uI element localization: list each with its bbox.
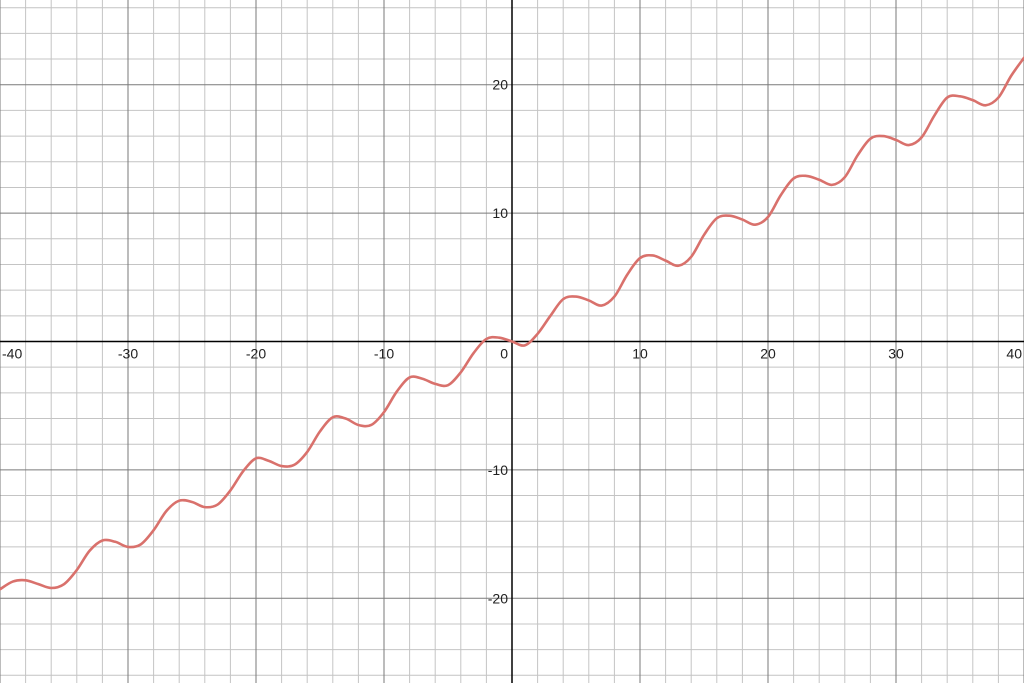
y-tick-label: -20 xyxy=(488,590,508,606)
series-line xyxy=(0,56,1024,591)
origin-label: 0 xyxy=(500,346,508,362)
y-tick-label: 20 xyxy=(492,77,508,93)
y-tick-label: -10 xyxy=(488,462,508,478)
x-tick-label: -40 xyxy=(2,346,22,362)
x-tick-label: 40 xyxy=(1006,346,1022,362)
plot-curves xyxy=(0,56,1024,591)
tick-labels: -40 -30 -20 -10 10 20 30 40 -20 -10 10 20 xyxy=(2,77,1022,607)
x-tick-label: 20 xyxy=(760,346,776,362)
y-tick-label: 10 xyxy=(492,205,508,221)
x-tick-label: -30 xyxy=(118,346,138,362)
x-tick-label: -20 xyxy=(246,346,266,362)
x-tick-label: -10 xyxy=(374,346,394,362)
x-tick-label: 10 xyxy=(632,346,648,362)
x-tick-label: 30 xyxy=(888,346,904,362)
